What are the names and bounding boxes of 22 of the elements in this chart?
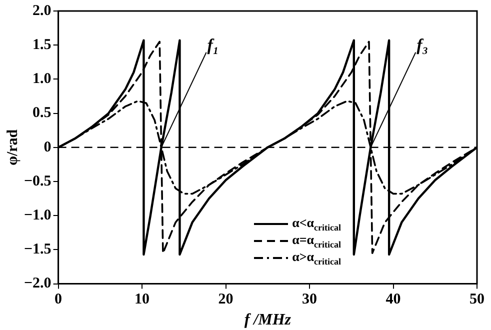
- x-tick-label: 50: [470, 292, 484, 308]
- y-tick-label: −1.0: [24, 207, 52, 224]
- y-tick-label: 0.5: [32, 105, 52, 122]
- y-tick-label: −0.5: [24, 173, 52, 190]
- x-tick-label: 20: [218, 292, 234, 308]
- annotation: f₃: [416, 35, 428, 54]
- x-tick-label: 0: [54, 292, 62, 308]
- y-axis-title: φ/rad: [4, 128, 21, 166]
- legend-label: α>α$_{critical}$: [292, 248, 341, 266]
- legend-label: α<α$_{critical}$: [292, 214, 341, 232]
- legend-label: α=α$_{critical}$: [292, 232, 341, 250]
- x-tick-label: 40: [386, 292, 401, 308]
- x-tick-label: 30: [302, 292, 318, 308]
- x-tick-label: 10: [134, 292, 150, 308]
- y-tick-label: 2.0: [32, 2, 52, 19]
- y-tick-label: 1.5: [32, 36, 52, 53]
- y-tick-label: 0: [44, 139, 52, 156]
- y-tick-label: 1.0: [32, 71, 52, 88]
- y-tick-label: −2.0: [24, 276, 52, 292]
- y-tick-label: −1.5: [24, 242, 52, 258]
- x-axis-title: f /MHz: [244, 312, 292, 329]
- annotation: f₁: [207, 35, 219, 54]
